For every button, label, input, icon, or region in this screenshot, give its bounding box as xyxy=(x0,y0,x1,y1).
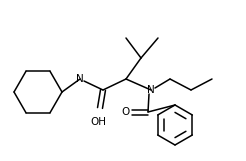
Text: O: O xyxy=(122,107,130,117)
Text: N: N xyxy=(76,74,84,84)
Text: N: N xyxy=(147,85,155,95)
Text: OH: OH xyxy=(90,117,106,127)
